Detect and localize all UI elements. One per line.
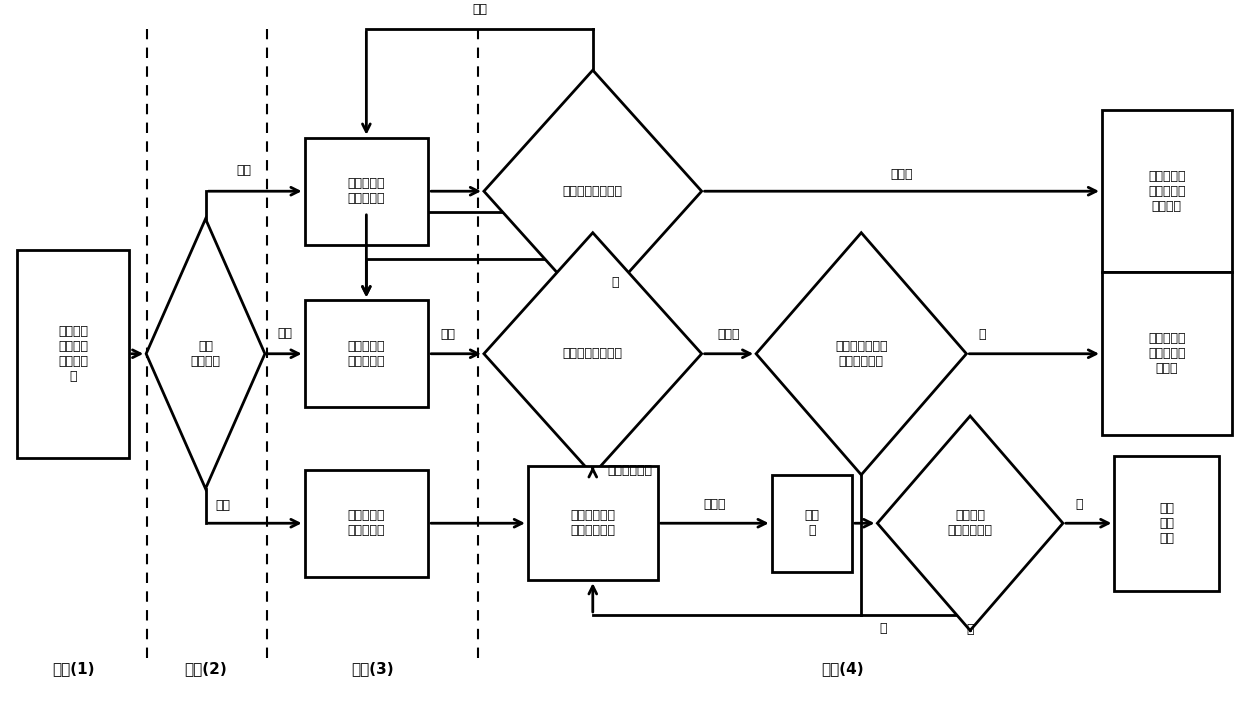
Text: 虹膜中心质量评估: 虹膜中心质量评估 [563,347,622,360]
Polygon shape [146,219,265,489]
Text: 眼睛
状态识别: 眼睛 状态识别 [191,340,221,368]
FancyBboxPatch shape [305,137,428,245]
Text: 步骤(3): 步骤(3) [351,661,394,676]
Text: 睁眼: 睁眼 [216,499,231,512]
Text: 是: 是 [1075,498,1083,511]
Text: 闭眼: 闭眼 [237,164,252,177]
Text: 合格: 合格 [440,328,455,341]
Text: 两条边: 两条边 [703,498,725,511]
FancyBboxPatch shape [305,470,428,577]
Text: 被筛选的二
值化连通域
的圆心: 被筛选的二 值化连通域 的圆心 [1148,332,1185,375]
Text: 步骤(4): 步骤(4) [821,661,864,676]
Text: 步骤(1): 步骤(1) [52,661,94,676]
Polygon shape [756,233,966,475]
Text: 步骤(2): 步骤(2) [185,661,227,676]
Text: 二值化图像满足
设定的规则？: 二值化图像满足 设定的规则？ [835,340,888,368]
Text: 不合格: 不合格 [890,168,913,181]
Text: 利用面部
特征点提
取眼睛区
域: 利用面部 特征点提 取眼睛区 域 [58,325,88,383]
Text: 否: 否 [966,623,973,637]
Text: 双圆活动边
界模型中心: 双圆活动边 界模型中心 [347,340,386,368]
Polygon shape [878,416,1063,630]
FancyBboxPatch shape [1102,110,1231,273]
Polygon shape [484,233,702,475]
FancyBboxPatch shape [17,250,129,458]
Text: 半径符合
设定的规则？: 半径符合 设定的规则？ [947,509,993,537]
Text: 双圆活动边
界模型中心: 双圆活动边 界模型中心 [347,177,386,205]
Text: 合格: 合格 [472,4,487,16]
Text: 拟合
圆的
圆心: 拟合 圆的 圆心 [1159,502,1174,545]
Text: 一条边与无边: 一条边与无边 [608,464,652,477]
Polygon shape [484,70,702,312]
Text: 是: 是 [978,328,986,341]
Text: 否: 否 [611,276,619,289]
Text: 不合格: 不合格 [718,328,740,341]
Text: 否: 否 [880,622,888,635]
Text: 圆拟
合: 圆拟 合 [805,509,820,537]
FancyBboxPatch shape [528,466,657,580]
FancyBboxPatch shape [1102,273,1231,435]
Text: 提取虹膜边缘
并标记其状态: 提取虹膜边缘 并标记其状态 [570,509,615,537]
Text: 虹膜中心质量评估: 虹膜中心质量评估 [563,184,622,198]
FancyBboxPatch shape [1115,456,1219,591]
Text: 双圆活动边
界模型中心: 双圆活动边 界模型中心 [347,509,386,537]
Text: 最大面积的
二值化连通
域的圆心: 最大面积的 二值化连通 域的圆心 [1148,170,1185,212]
FancyBboxPatch shape [305,300,428,407]
FancyBboxPatch shape [771,475,852,571]
Text: 睁眼: 睁眼 [278,327,293,340]
